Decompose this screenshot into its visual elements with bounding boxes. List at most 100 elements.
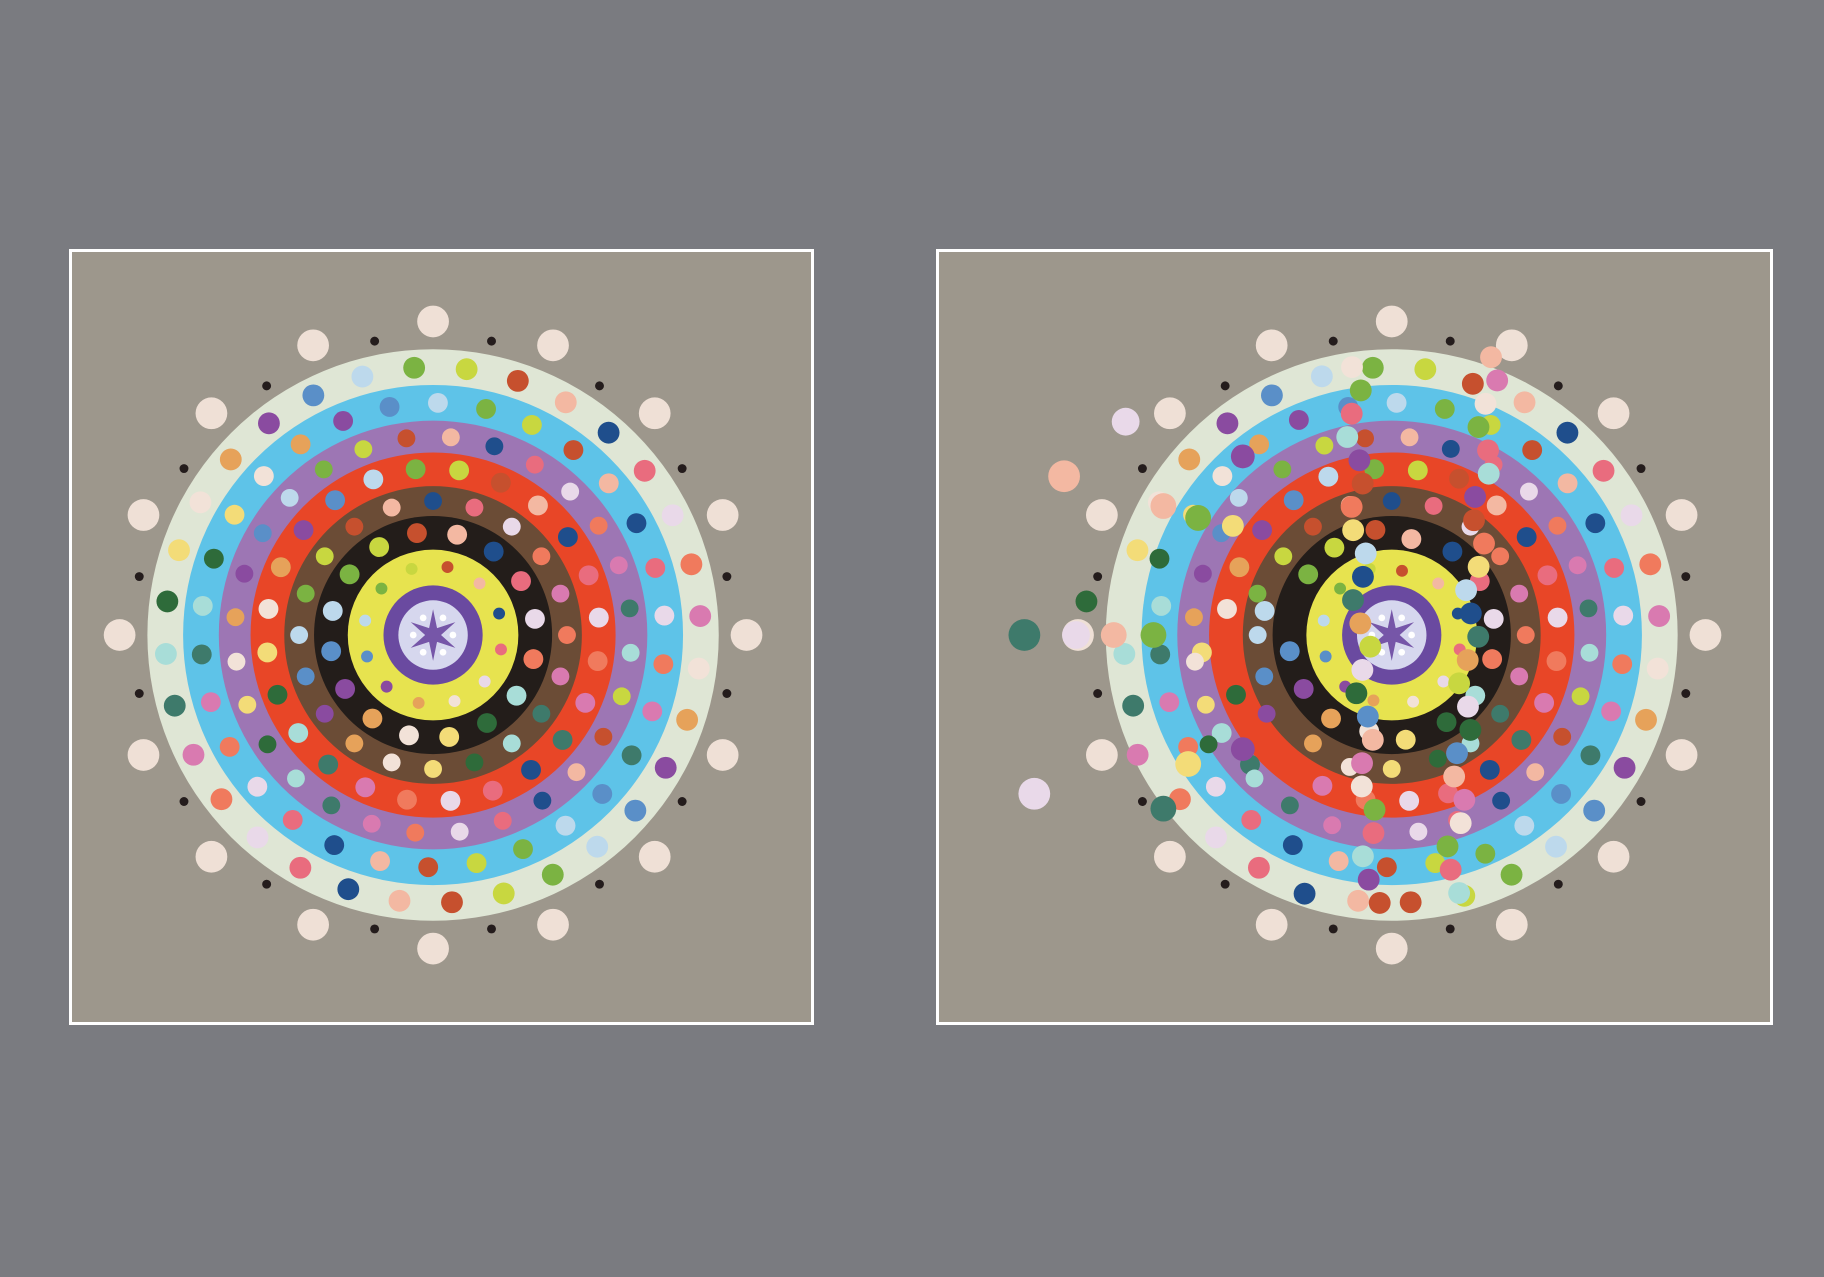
ring-dot [333,411,354,431]
outer-dot [1375,305,1408,338]
ring-dot [1449,468,1470,489]
ring-dot [1613,756,1636,779]
ring-dot [253,466,274,486]
ring-dot [200,692,221,713]
ring-dot [1226,684,1246,705]
ring-dot [654,605,675,626]
ring-dot [1511,730,1532,750]
ring-dot [258,599,279,619]
ring-dot [1409,822,1428,841]
ring-dot [1323,816,1342,835]
outer-dot [417,932,449,965]
ring-dot [448,695,461,708]
ring-dot [322,601,343,621]
ring-dot [1193,564,1212,583]
ring-dot [1255,667,1274,686]
scattered-dot [1480,346,1502,369]
center-star-dot [419,648,427,656]
ring-dot [521,415,542,435]
ring-dot [1334,582,1347,595]
ring-dot [314,460,333,479]
ring-dot [1604,557,1625,578]
ring-dot [1510,584,1529,603]
ring-dot [1293,882,1316,905]
ring-dot [1482,649,1503,670]
ring-dot [506,685,527,706]
ring-dot [1304,517,1322,536]
ring-dot [1407,695,1420,708]
scattered-dot [1455,579,1478,602]
ring-dot [1282,835,1303,856]
ring-dot [441,428,460,447]
ring-dot [293,520,314,541]
ring-dot [1537,565,1558,586]
outer-dot [1597,397,1630,430]
center-star-dot [439,648,447,656]
ring-dot [1526,763,1545,782]
ring-dot [354,440,373,459]
ring-dot [1205,826,1227,849]
ring-dot [1510,667,1529,686]
ring-dot [439,727,460,747]
ring-dot [609,556,628,575]
ring-dot [441,891,463,914]
ring-dot [1442,541,1463,562]
ring-dot [592,784,613,804]
ring-dot [253,524,272,543]
outer-dot [1154,840,1186,873]
ring-dot [282,810,303,830]
ring-dot [465,753,484,772]
ring-dot [689,605,712,628]
ring-dot [1075,590,1098,613]
ring-dot [586,835,609,858]
scattered-dot [1351,752,1373,775]
tiny-dot [595,879,604,889]
ring-dot [407,523,427,544]
ring-dot [473,577,486,590]
ring-dot [1396,564,1408,577]
ring-dot [1229,488,1248,507]
tiny-dot [677,797,687,806]
ring-dot [525,455,544,474]
ring-dot [563,440,584,460]
ring-dot [1252,520,1273,541]
ring-dot [1475,843,1496,864]
ring-dot [495,643,507,656]
scattered-dot [1473,532,1495,555]
ring-dot [288,723,309,743]
center-star-dot [1378,614,1386,622]
ring-dot [502,517,521,536]
ring-dot [1288,409,1309,430]
spray-dot [1062,621,1090,649]
ring-dot [567,763,586,782]
outer-dot [638,397,671,430]
ring-dot [482,780,503,801]
ring-dot [653,654,674,675]
ring-dot [1546,651,1567,672]
tiny-dot [1553,879,1563,889]
ring-dot [1274,547,1293,566]
ring-dot [1568,556,1587,575]
outer-dot [1255,329,1288,362]
ring-dot [598,473,619,494]
ring-dot [369,537,390,557]
ring-dot [1254,601,1275,621]
spray-dot [1100,622,1127,648]
ring-dot [210,788,233,811]
spray-dot [1048,460,1080,493]
scattered-dot [1341,356,1363,379]
ring-dot [325,490,346,511]
ring-dot [1159,692,1180,713]
ring-dot [296,584,315,603]
tiny-dot [1328,336,1338,346]
ring-dot [1321,708,1341,729]
ring-dot [555,815,576,836]
ring-dot [1491,704,1510,723]
tiny-dot [262,381,272,391]
ring-dot [1547,607,1568,628]
ring-dot [449,460,470,481]
ring-dot [440,790,461,811]
tiny-dot [1636,797,1646,806]
ring-dot [1199,735,1218,754]
ring-dot [523,649,544,670]
